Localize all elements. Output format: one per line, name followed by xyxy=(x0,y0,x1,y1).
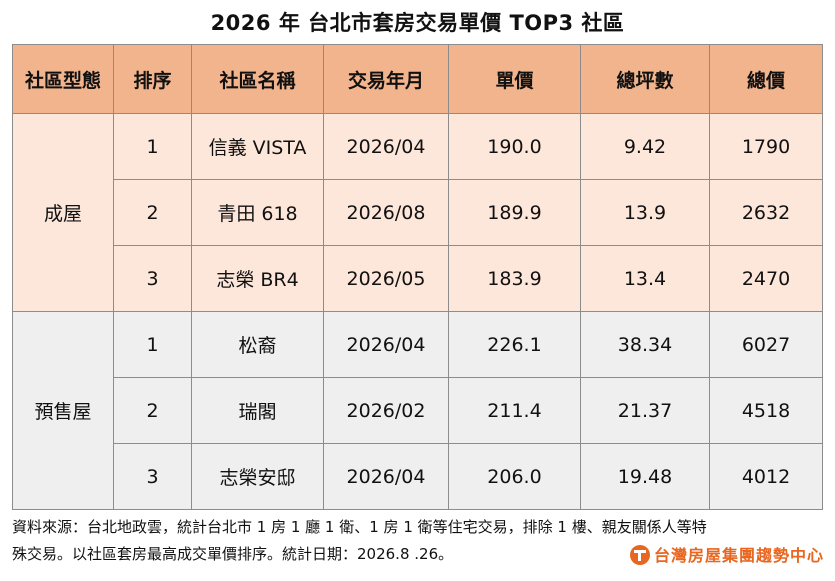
source-note-line-1: 資料來源：台北地政雲，統計台北市 1 房 1 廳 1 衛、1 房 1 衛等住宅交… xyxy=(12,518,707,536)
unit-price-cell: 189.9 xyxy=(448,179,581,246)
community-name-cell: 信義 VISTA xyxy=(191,113,324,180)
unit-price-cell: 226.1 xyxy=(448,311,581,378)
community-name-cell: 志榮 BR4 xyxy=(191,245,324,312)
total-price-cell: 2632 xyxy=(709,179,823,246)
unit-price-cell: 190.0 xyxy=(448,113,581,180)
table-row: 3 志榮 BR4 2026/05 183.9 13.4 2470 xyxy=(13,245,823,312)
date-cell: 2026/04 xyxy=(323,113,449,180)
unit-price-cell: 183.9 xyxy=(448,245,581,312)
area-cell: 19.48 xyxy=(580,443,710,510)
brand-logo: 台灣房屋集團趨勢中心 xyxy=(629,543,824,567)
header-date: 交易年月 xyxy=(323,44,449,114)
rank-cell: 3 xyxy=(113,443,192,510)
table-row: 成屋 1 信義 VISTA 2026/04 190.0 9.42 1790 xyxy=(12,113,823,312)
table-row: 2 瑞閣 2026/02 211.4 21.37 4518 xyxy=(13,377,823,444)
community-name-cell: 志榮安邸 xyxy=(191,443,324,510)
header-total: 總價 xyxy=(709,44,823,114)
unit-price-cell: 206.0 xyxy=(448,443,581,510)
community-name-cell: 瑞閣 xyxy=(191,377,324,444)
brand-logo-text: 台灣房屋集團趨勢中心 xyxy=(653,545,824,565)
community-name-cell: 青田 618 xyxy=(191,179,324,246)
source-note-line-2: 殊交易。以社區套房最高成交單價排序。統計日期：2026.8 .26。 xyxy=(12,545,454,563)
header-area: 總坪數 xyxy=(580,44,710,114)
area-cell: 21.37 xyxy=(580,377,710,444)
date-cell: 2026/08 xyxy=(323,179,449,246)
top3-table: 社區型態 排序 社區名稱 交易年月 單價 總坪數 總價 成屋 1 信義 VIST… xyxy=(12,44,823,510)
rank-cell: 1 xyxy=(113,311,192,378)
date-cell: 2026/02 xyxy=(323,377,449,444)
table-row: 2 青田 618 2026/08 189.9 13.9 2632 xyxy=(13,179,823,246)
date-cell: 2026/04 xyxy=(323,443,449,510)
header-type: 社區型態 xyxy=(12,44,114,114)
area-cell: 38.34 xyxy=(580,311,710,378)
source-note: 資料來源：台北地政雲，統計台北市 1 房 1 廳 1 衛、1 房 1 衛等住宅交… xyxy=(12,514,824,568)
header-rank: 排序 xyxy=(113,44,192,114)
area-cell: 9.42 xyxy=(580,113,710,180)
area-cell: 13.4 xyxy=(580,245,710,312)
table-header-row: 社區型態 排序 社區名稱 交易年月 單價 總坪數 總價 xyxy=(12,44,823,114)
area-cell: 13.9 xyxy=(580,179,710,246)
total-price-cell: 2470 xyxy=(709,245,823,312)
brand-logo-icon xyxy=(629,545,650,565)
group-type-cell: 成屋 xyxy=(12,113,114,312)
page-title: 2026 年 台北市套房交易單價 TOP3 社區 xyxy=(210,11,625,35)
group-type-cell: 預售屋 xyxy=(12,311,114,510)
total-price-cell: 4012 xyxy=(709,443,823,510)
rank-cell: 1 xyxy=(113,113,192,180)
total-price-cell: 1790 xyxy=(709,113,823,180)
rank-cell: 2 xyxy=(113,377,192,444)
date-cell: 2026/05 xyxy=(323,245,449,312)
total-price-cell: 6027 xyxy=(709,311,823,378)
rank-cell: 3 xyxy=(113,245,192,312)
community-name-cell: 松裔 xyxy=(191,311,324,378)
rank-cell: 2 xyxy=(113,179,192,246)
total-price-cell: 4518 xyxy=(709,377,823,444)
table-row: 3 志榮安邸 2026/04 206.0 19.48 4012 xyxy=(13,443,823,510)
source-note-line-2-wrap: 殊交易。以社區套房最高成交單價排序。統計日期：2026.8 .26。 台灣房屋集… xyxy=(12,541,824,568)
table-row: 預售屋 1 松裔 2026/04 226.1 38.34 6027 xyxy=(12,311,823,510)
header-unit-price: 單價 xyxy=(448,44,581,114)
date-cell: 2026/04 xyxy=(323,311,449,378)
header-name: 社區名稱 xyxy=(191,44,324,114)
unit-price-cell: 211.4 xyxy=(448,377,581,444)
